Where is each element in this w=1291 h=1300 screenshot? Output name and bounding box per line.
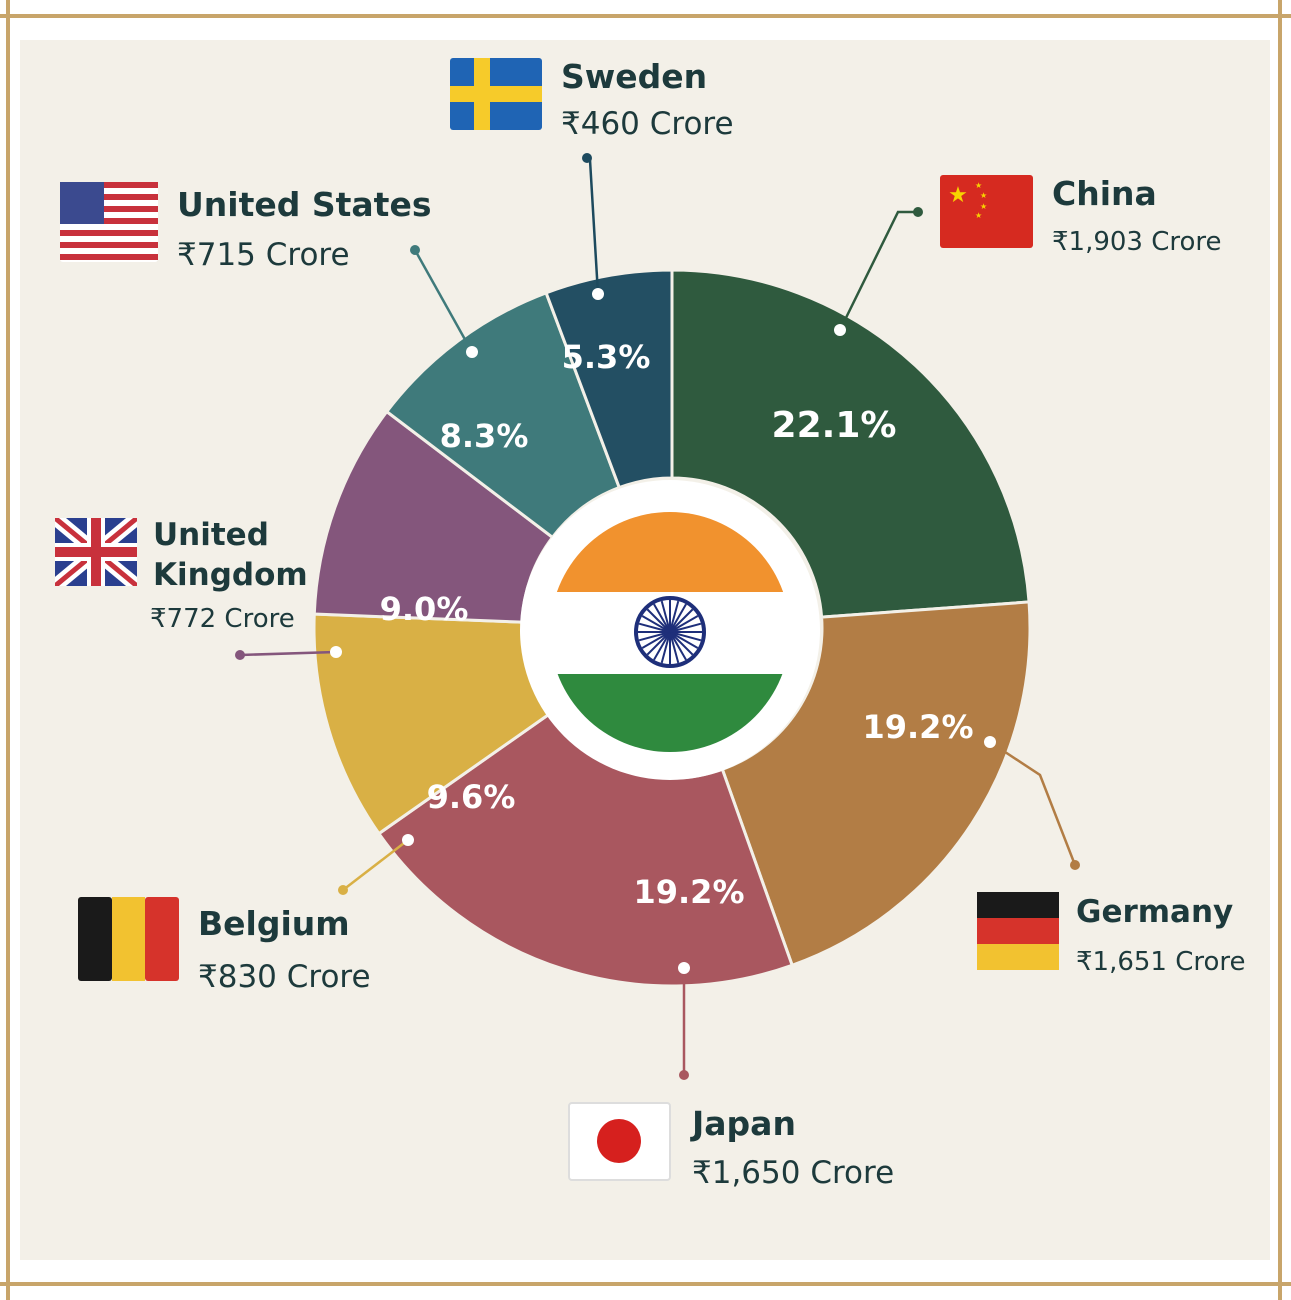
label-usa-name: United States — [177, 185, 431, 224]
chakra-spoke — [641, 631, 671, 649]
svg-text:★: ★ — [948, 183, 968, 208]
chakra-spoke — [669, 608, 694, 633]
china-flag-icon: ★ ★ ★ ★ ★ — [940, 175, 1033, 248]
svg-text:★: ★ — [980, 191, 987, 200]
label-japan-name: Japan — [690, 1104, 796, 1143]
label-uk-name-line1: United — [153, 517, 269, 553]
chakra-spoke — [638, 622, 671, 633]
leader-dots — [235, 153, 1080, 1080]
data-label-japan: 19.2% — [633, 873, 744, 911]
chakra-spoke — [660, 600, 671, 633]
data-label-uk: 9.0% — [380, 590, 469, 628]
data-label-germany: 19.2% — [862, 708, 973, 746]
label-usa-value: ₹715 Crore — [177, 237, 350, 273]
chakra-spoke — [669, 603, 687, 633]
svg-text:★: ★ — [975, 181, 982, 190]
label-china-value: ₹1,903 Crore — [1052, 227, 1222, 257]
slice-china — [670, 268, 1031, 619]
label-sweden-value: ₹460 Crore — [561, 106, 734, 142]
data-label-belgium: 9.6% — [427, 778, 516, 816]
svg-text:★: ★ — [980, 202, 987, 211]
germany-leader — [989, 740, 1077, 866]
label-uk-value: ₹772 Crore — [150, 604, 295, 634]
germany-flag-icon — [977, 892, 1059, 970]
label-belgium-value: ₹830 Crore — [198, 959, 371, 995]
chakra-spoke — [669, 631, 694, 656]
chakra-spoke — [660, 631, 671, 664]
label-sweden-name: Sweden — [561, 57, 707, 96]
frame-bottom-line — [0, 1282, 1291, 1286]
svg-text:★: ★ — [975, 211, 982, 220]
sweden-flag-icon — [450, 58, 542, 130]
donut-slices — [312, 268, 1032, 988]
chakra-spoke — [669, 631, 687, 661]
japan-flag-icon — [568, 1102, 671, 1181]
uk-leader — [239, 650, 337, 657]
label-germany-name: Germany — [1076, 894, 1233, 930]
data-label-china: 22.1% — [772, 405, 897, 446]
data-label-sweden: 5.3% — [562, 338, 651, 376]
slice-germany — [720, 600, 1032, 968]
label-japan-value: ₹1,650 Crore — [692, 1155, 894, 1191]
sweden-leader — [586, 156, 600, 295]
frame-top-line — [0, 14, 1291, 18]
label-belgium-name: Belgium — [198, 904, 350, 943]
belgium-leader — [342, 839, 409, 891]
frame-right-line — [1278, 0, 1282, 1300]
chakra-spoke — [641, 615, 671, 633]
chakra-spoke — [646, 608, 671, 633]
chakra-spoke — [669, 600, 680, 633]
chakra-spoke — [653, 631, 671, 661]
label-uk-name-line2: Kingdom — [153, 557, 308, 593]
data-label-usa: 8.3% — [440, 417, 529, 455]
chakra-spoke — [669, 631, 699, 649]
chakra-spoke — [669, 622, 702, 633]
usa-leader — [413, 249, 474, 353]
united-states-flag-icon — [60, 182, 158, 262]
label-germany-value: ₹1,651 Crore — [1076, 947, 1246, 977]
belgium-flag-icon — [78, 897, 179, 981]
chakra-spoke — [669, 631, 702, 642]
china-leader — [838, 210, 918, 331]
india-flag-icon — [520, 480, 820, 780]
frame-left-line — [6, 0, 10, 1300]
chakra-spoke — [646, 631, 671, 656]
chakra-spoke — [669, 631, 680, 664]
chakra-spoke — [669, 615, 699, 633]
chakra-spoke — [653, 603, 671, 633]
united-kingdom-flag-icon — [55, 518, 137, 586]
chakra-spoke — [638, 631, 671, 642]
slice-sweden — [544, 268, 674, 490]
label-china-name: China — [1052, 174, 1157, 213]
